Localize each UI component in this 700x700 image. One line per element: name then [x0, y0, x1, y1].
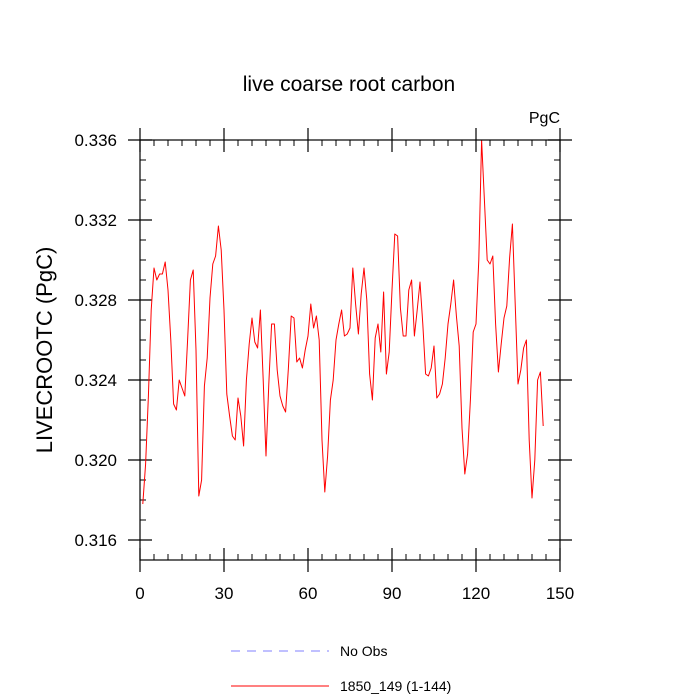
x-tick-label: 0 — [135, 584, 144, 603]
axis-ticks — [128, 128, 572, 572]
units-label: PgC — [529, 110, 560, 127]
series-line — [142, 139, 544, 505]
x-tick-label: 60 — [299, 584, 318, 603]
series-layer — [142, 139, 544, 505]
y-tick-label: 0.320 — [74, 451, 117, 470]
legend: No Obs 1850_149 (1-144) — [231, 643, 451, 694]
y-tick-label: 0.316 — [74, 531, 117, 550]
legend-label-no-obs: No Obs — [340, 643, 387, 659]
x-tick-label: 90 — [383, 584, 402, 603]
y-tick-labels: 0.316 0.320 0.324 0.328 0.332 0.336 — [74, 131, 117, 550]
legend-label-series: 1850_149 (1-144) — [340, 678, 451, 694]
y-axis-label: LIVECROOTC (PgC) — [32, 247, 57, 454]
x-tick-label: 150 — [546, 584, 574, 603]
y-tick-label: 0.328 — [74, 291, 117, 310]
y-tick-label: 0.324 — [74, 371, 117, 390]
plot-frame — [139, 139, 561, 561]
x-tick-label: 30 — [215, 584, 234, 603]
x-tick-label: 120 — [462, 584, 490, 603]
y-tick-label: 0.336 — [74, 131, 117, 150]
y-tick-label: 0.332 — [74, 211, 117, 230]
x-tick-labels: 0 30 60 90 120 150 — [135, 584, 574, 603]
chart-title: live coarse root carbon — [243, 73, 455, 96]
